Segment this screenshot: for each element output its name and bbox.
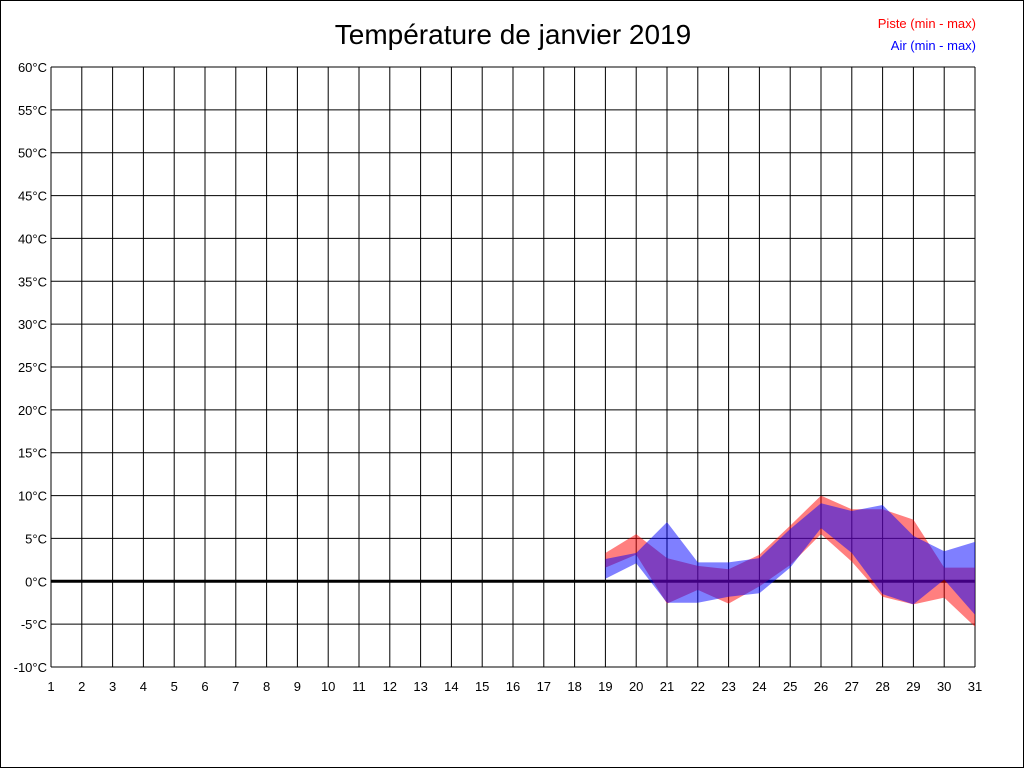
x-tick-label: 20 (629, 679, 643, 694)
y-tick-label: 40°C (18, 231, 47, 246)
y-tick-label: 45°C (18, 189, 47, 204)
x-tick-label: 13 (413, 679, 427, 694)
y-tick-label: 50°C (18, 146, 47, 161)
y-tick-label: 35°C (18, 274, 47, 289)
y-tick-label: 5°C (25, 531, 47, 546)
x-tick-label: 16 (506, 679, 520, 694)
x-tick-label: 26 (814, 679, 828, 694)
legend-piste: Piste (min - max) (877, 16, 976, 31)
y-tick-label: 55°C (18, 103, 47, 118)
x-tick-label: 1 (47, 679, 54, 694)
y-tick-label: 20°C (18, 403, 47, 418)
x-tick-label: 11 (352, 679, 366, 694)
y-tick-label: 30°C (18, 317, 47, 332)
x-tick-label: 22 (691, 679, 705, 694)
x-tick-label: 9 (294, 679, 301, 694)
x-tick-label: 29 (906, 679, 920, 694)
x-tick-label: 3 (109, 679, 116, 694)
legend-air: Air (min - max) (890, 38, 976, 53)
x-tick-label: 19 (598, 679, 612, 694)
y-tick-label: 60°C (18, 60, 47, 75)
x-tick-label: 7 (232, 679, 239, 694)
x-tick-label: 5 (171, 679, 178, 694)
x-tick-label: 4 (140, 679, 147, 694)
x-tick-label: 25 (783, 679, 797, 694)
y-tick-label: 0°C (25, 574, 47, 589)
x-tick-label: 14 (444, 679, 458, 694)
x-tick-label: 17 (537, 679, 551, 694)
x-tick-label: 31 (968, 679, 982, 694)
x-tick-label: 24 (752, 679, 766, 694)
y-tick-label: 10°C (18, 489, 47, 504)
x-tick-label: 8 (263, 679, 270, 694)
y-tick-label: 15°C (18, 446, 47, 461)
x-tick-label: 10 (321, 679, 335, 694)
x-tick-label: 6 (201, 679, 208, 694)
x-tick-label: 27 (845, 679, 859, 694)
x-tick-label: 30 (937, 679, 951, 694)
chart-title: Température de janvier 2019 (334, 19, 692, 50)
y-tick-label: -5°C (21, 617, 47, 632)
x-tick-label: 12 (383, 679, 397, 694)
y-tick-label: -10°C (14, 660, 47, 675)
x-tick-label: 2 (78, 679, 85, 694)
band-air (605, 503, 975, 615)
x-tick-label: 21 (660, 679, 674, 694)
y-tick-label: 25°C (18, 360, 47, 375)
x-tick-label: 18 (567, 679, 581, 694)
x-tick-label: 28 (875, 679, 889, 694)
x-tick-label: 15 (475, 679, 489, 694)
x-tick-label: 23 (721, 679, 735, 694)
